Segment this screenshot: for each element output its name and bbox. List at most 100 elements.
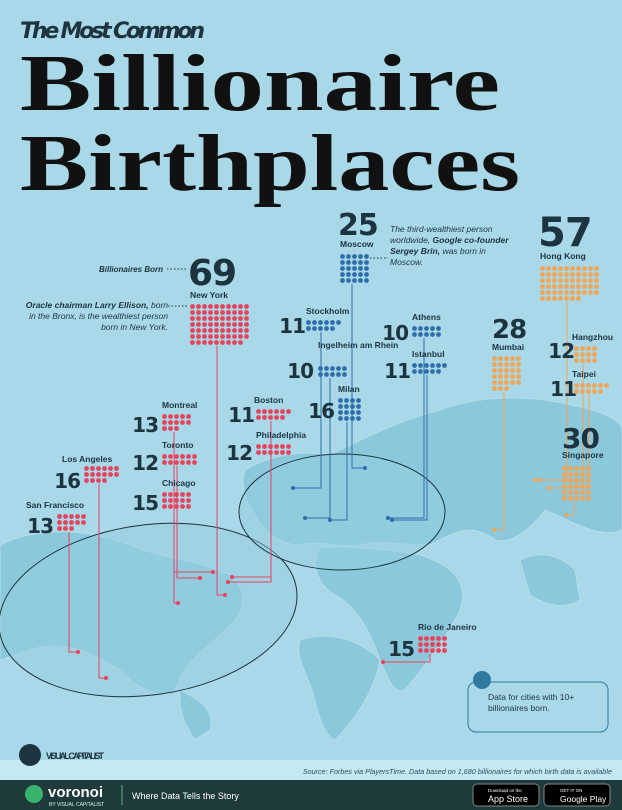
dot xyxy=(192,454,197,459)
dot xyxy=(418,369,423,374)
dot xyxy=(574,346,579,351)
dot xyxy=(336,372,341,377)
dot xyxy=(586,383,591,388)
tagline: Where Data Tells the Story xyxy=(132,791,239,801)
dot xyxy=(540,266,545,271)
dot xyxy=(492,380,497,385)
dot xyxy=(196,316,201,321)
dot xyxy=(598,389,603,394)
dot xyxy=(580,358,585,363)
dot xyxy=(510,362,515,367)
dot xyxy=(558,290,563,295)
google-play-badge[interactable] xyxy=(543,783,611,807)
dot xyxy=(352,266,357,271)
dot xyxy=(174,454,179,459)
dot xyxy=(364,272,369,277)
dot xyxy=(586,346,591,351)
dot xyxy=(352,254,357,259)
annotation-text: Oracle chairman Larry Ellison, xyxy=(25,300,149,310)
dot xyxy=(280,415,285,420)
dot xyxy=(516,374,521,379)
dot xyxy=(196,304,201,309)
dot xyxy=(196,340,201,345)
dot xyxy=(546,296,551,301)
dot xyxy=(108,466,113,471)
dot xyxy=(576,278,581,283)
dot xyxy=(358,272,363,277)
dot xyxy=(418,636,423,641)
city-pin xyxy=(386,516,390,520)
dot xyxy=(268,450,273,455)
dot xyxy=(594,272,599,277)
city-count: 13 xyxy=(132,413,158,437)
dot xyxy=(570,278,575,283)
dot xyxy=(442,363,447,368)
dot xyxy=(280,444,285,449)
annotation-text: Google co-founder Sergey Brin, xyxy=(390,235,509,256)
city-pin xyxy=(564,513,568,517)
badge-text: App Store xyxy=(488,794,528,804)
dot xyxy=(574,383,579,388)
dot xyxy=(232,316,237,321)
dot xyxy=(162,492,167,497)
city-name: Rio de Janeiro xyxy=(418,622,477,632)
dot xyxy=(564,284,569,289)
dot xyxy=(232,328,237,333)
dot xyxy=(516,380,521,385)
app-store-badge[interactable] xyxy=(472,783,540,807)
dot-grid xyxy=(574,383,609,394)
city-name: Taipei xyxy=(572,369,596,379)
dot xyxy=(340,260,345,265)
dot xyxy=(592,358,597,363)
dot-grid xyxy=(190,304,249,345)
dot xyxy=(214,310,219,315)
dot-grid xyxy=(412,326,441,337)
dot xyxy=(562,490,567,495)
city-name: New York xyxy=(190,290,228,300)
dot xyxy=(244,334,249,339)
dot xyxy=(344,404,349,409)
dot xyxy=(492,356,497,361)
leader-line xyxy=(383,654,431,663)
dot xyxy=(338,416,343,421)
dot xyxy=(286,444,291,449)
dot xyxy=(430,326,435,331)
dot xyxy=(330,326,335,331)
dot xyxy=(318,372,323,377)
dot xyxy=(358,254,363,259)
dot xyxy=(552,296,557,301)
dot xyxy=(238,322,243,327)
leader-line xyxy=(228,456,272,583)
dot xyxy=(562,472,567,477)
dot xyxy=(580,490,585,495)
dot xyxy=(540,290,545,295)
city-count: 10 xyxy=(382,321,408,345)
dot-grid xyxy=(162,414,191,431)
dot xyxy=(580,383,585,388)
dot xyxy=(492,374,497,379)
dot xyxy=(352,260,357,265)
dot xyxy=(102,466,107,471)
dot xyxy=(190,316,195,321)
city-count: 11 xyxy=(550,377,576,401)
dot-grid xyxy=(256,444,291,455)
leader-line xyxy=(293,332,322,489)
city-pin xyxy=(363,466,367,470)
dot xyxy=(324,372,329,377)
leader-line xyxy=(351,284,365,469)
dot xyxy=(108,472,113,477)
dot xyxy=(244,304,249,309)
dot xyxy=(262,409,267,414)
dot xyxy=(312,320,317,325)
dot xyxy=(574,490,579,495)
vc-logo: VISUAL CAPITALIST xyxy=(46,751,105,761)
dot xyxy=(356,404,361,409)
dot xyxy=(190,310,195,315)
dot xyxy=(580,484,585,489)
dot xyxy=(546,266,551,271)
dot xyxy=(562,484,567,489)
legend-label: Billionaires Born xyxy=(99,265,163,274)
dot xyxy=(168,498,173,503)
dot xyxy=(418,642,423,647)
title: Birthplaces xyxy=(20,120,520,208)
